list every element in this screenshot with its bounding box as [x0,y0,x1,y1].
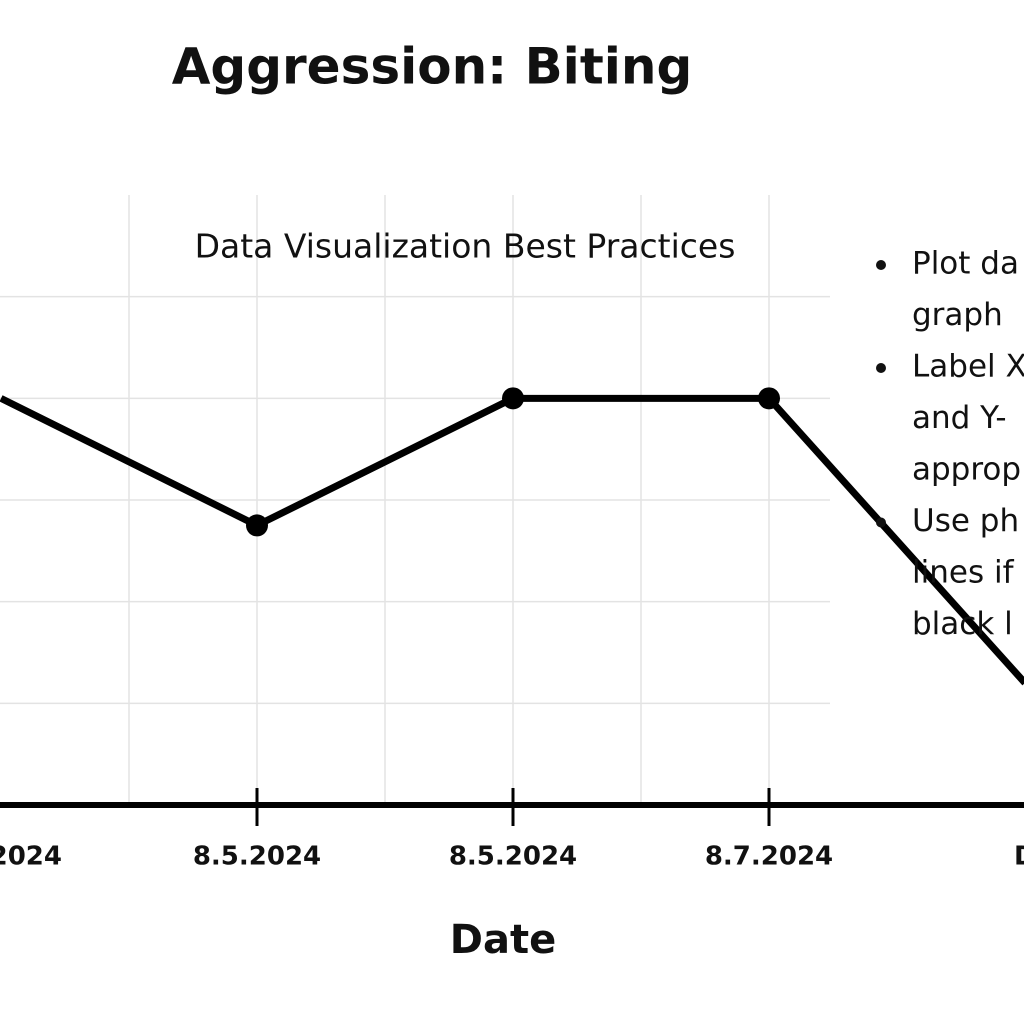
bullet [876,363,886,373]
data-point [246,514,268,537]
note-line: Use ph [912,503,1019,539]
note-line: Label X [912,349,1024,385]
x-tick-label: D [1014,842,1024,872]
chart-subtitle: Data Visualization Best Practices [195,227,736,266]
x-tick-label: 8.7.2024 [705,842,833,872]
note-line: graph [912,297,1003,333]
note-line: black l [912,606,1013,642]
data-point [758,387,780,410]
x-axis-label: Date [450,917,556,963]
x-tick-label: 2024 [0,842,62,872]
chart-title: Aggression: Biting [172,38,693,96]
note-line: lines if [912,555,1015,591]
note-line: and Y- [912,400,1007,436]
note-line: Plot da [912,246,1019,282]
note-line: approp [912,452,1021,488]
data-point [502,387,524,410]
x-tick-label: 8.5.2024 [449,842,577,872]
bullet [876,517,886,528]
bullet [876,260,886,270]
x-tick-label: 8.5.2024 [193,842,321,872]
